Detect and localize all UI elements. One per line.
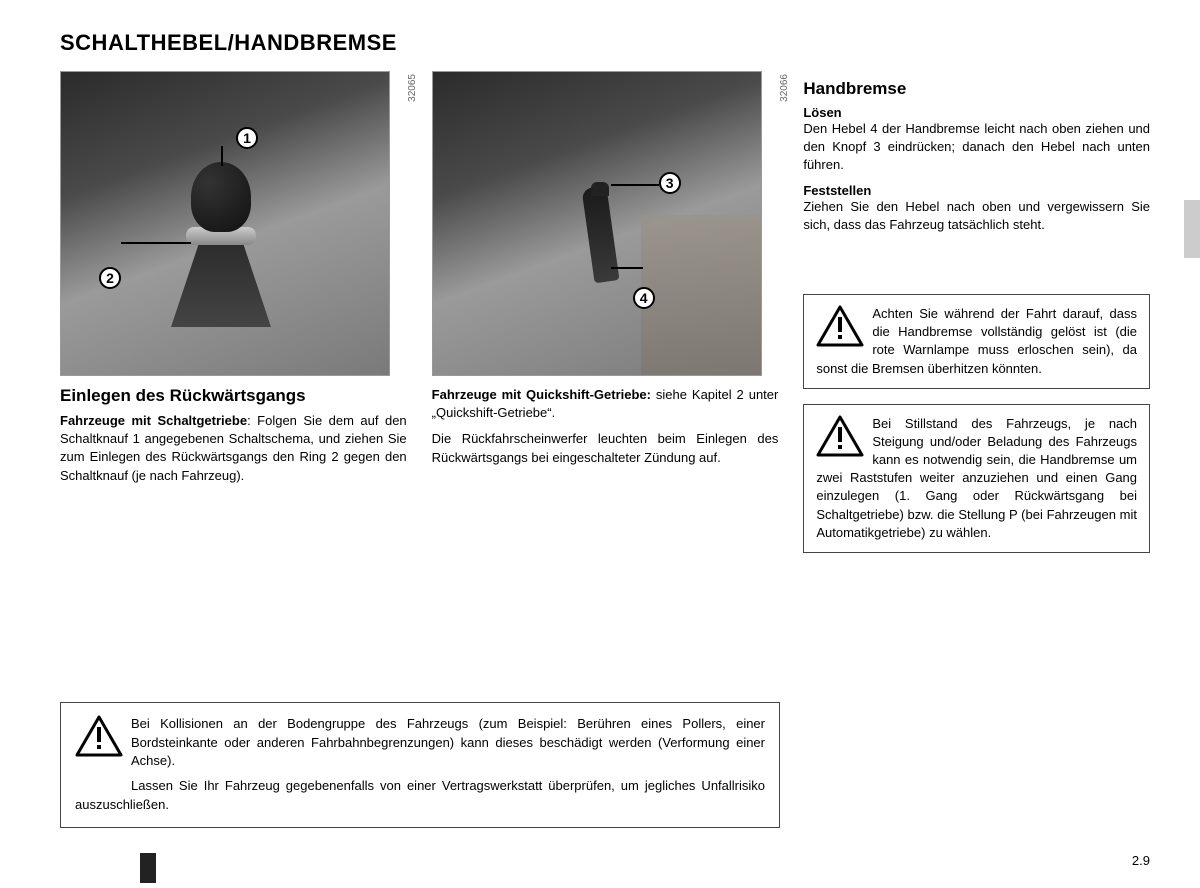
side-tab	[1184, 200, 1200, 258]
collision-p1: Bei Kollisionen an der Bodengruppe des F…	[131, 716, 765, 769]
reverse-light-text: Die Rückfahrscheinwerfer leuchten beim E…	[432, 430, 779, 466]
callout-1: 1	[236, 127, 258, 149]
content-columns: 32065 1 2 Einlegen des Rückwärtsgangs Fa…	[60, 71, 1150, 553]
footer-mark	[140, 853, 156, 883]
warning-icon	[816, 415, 864, 457]
collision-p2: Lassen Sie Ihr Fahrzeug gegebenenfalls v…	[75, 777, 765, 815]
figure-gear-lever: 32065 1 2	[60, 71, 390, 376]
warning-box-collision: Bei Kollisionen an der Bodengruppe des F…	[60, 702, 780, 828]
callout-4: 4	[633, 287, 655, 309]
figure-handbrake: 32066 3 4	[432, 71, 762, 376]
warning-box-brake-released: Achten Sie während der Fahrt darauf, das…	[803, 294, 1150, 389]
callout-2: 2	[99, 267, 121, 289]
figure-id-2: 32066	[779, 74, 790, 102]
warning-1-text: Achten Sie während der Fahrt darauf, das…	[816, 306, 1137, 376]
reverse-lead: Fahrzeuge mit Schaltgetriebe	[60, 413, 247, 428]
page-number: 2.9	[1132, 853, 1150, 868]
column-3: Handbremse Lösen Den Hebel 4 der Handbre…	[803, 71, 1150, 553]
release-text: Den Hebel 4 der Handbremse leicht nach o…	[803, 120, 1150, 175]
warning-icon	[75, 715, 123, 757]
sub-apply: Feststellen	[803, 183, 1150, 198]
section-handbrake: Handbremse	[803, 79, 1150, 99]
apply-text: Ziehen Sie den Hebel nach oben und verge…	[803, 198, 1150, 234]
sub-release: Lösen	[803, 105, 1150, 120]
figure-id-1: 32065	[407, 74, 418, 102]
callout-3: 3	[659, 172, 681, 194]
quickshift-text: Fahrzeuge mit Quickshift-Getriebe: siehe…	[432, 386, 779, 422]
page-title: SCHALTHEBEL/HANDBREMSE	[60, 30, 1150, 56]
column-2: 32066 3 4 Fahrzeuge mit Quickshift-Getri…	[432, 71, 779, 553]
warning-2-text: Bei Stillstand des Fahrzeugs, je nach St…	[816, 416, 1137, 540]
column-1: 32065 1 2 Einlegen des Rückwärtsgangs Fa…	[60, 71, 407, 553]
warning-box-standstill: Bei Stillstand des Fahrzeugs, je nach St…	[803, 404, 1150, 553]
warning-icon	[816, 305, 864, 347]
quickshift-lead: Fahrzeuge mit Quickshift-Getriebe:	[432, 387, 651, 402]
reverse-gear-text: Fahrzeuge mit Schaltgetriebe: Folgen Sie…	[60, 412, 407, 485]
section-reverse-gear: Einlegen des Rückwärtsgangs	[60, 386, 407, 406]
